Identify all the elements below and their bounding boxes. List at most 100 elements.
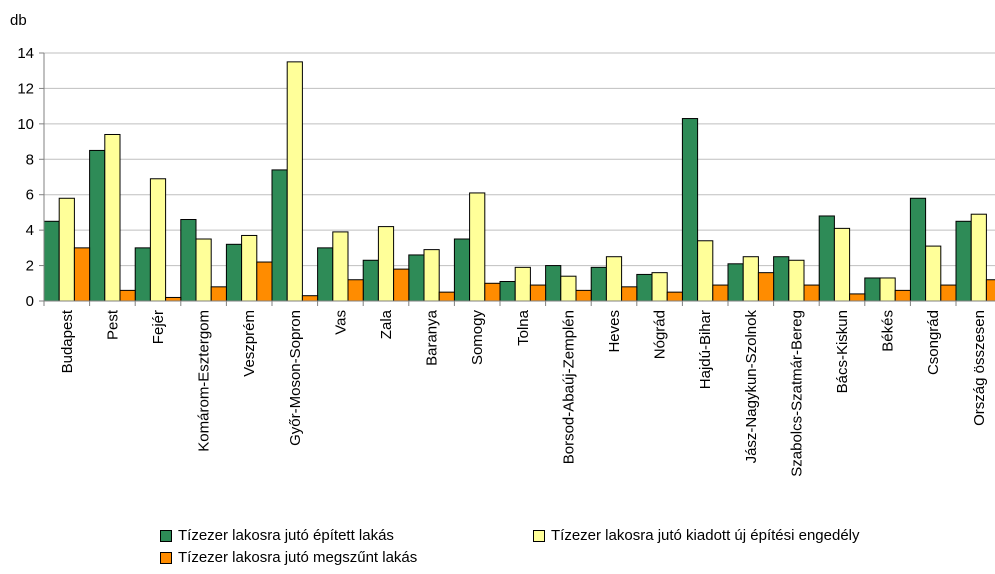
x-category-label: Vas [332, 310, 349, 335]
bar-series-2 [560, 275, 577, 302]
bar-series-3 [575, 289, 592, 302]
bar-series-1 [864, 277, 881, 302]
bar-series-1 [773, 256, 790, 302]
y-tick-label: 8 [26, 151, 34, 168]
x-category-label: Bács-Kiskun [834, 310, 851, 393]
bar-series-2 [241, 234, 258, 302]
bar-series-1 [225, 243, 243, 302]
y-tick-label: 6 [26, 187, 34, 204]
bar-series-1 [499, 281, 516, 302]
bar-series-2 [104, 133, 121, 302]
x-category-label: Pest [104, 309, 121, 340]
x-category-label: Fejér [150, 310, 167, 344]
bar-series-1 [271, 169, 288, 302]
legend-label-built: Tízezer lakosra jutó épített lakás [178, 527, 394, 544]
legend-label-permits: Tízezer lakosra jutó kiadott új építési … [551, 527, 860, 544]
bar-series-1 [453, 238, 471, 302]
y-tick-label: 0 [26, 293, 34, 310]
bar-series-3 [712, 284, 729, 302]
bar-series-3 [393, 268, 410, 302]
x-category-label: Szabolcs-Szatmár-Bereg [788, 310, 805, 477]
x-category-label: Veszprém [241, 310, 258, 377]
bar-series-3 [757, 272, 775, 302]
bar-series-3 [940, 284, 957, 302]
bar-series-1 [408, 254, 425, 302]
legend-swatch-demolished [160, 551, 172, 564]
legend-swatch-built [160, 529, 172, 542]
bar-series-2 [469, 192, 486, 302]
legend-label-demolished: Tízezer lakosra jutó megszűnt lakás [178, 549, 418, 566]
bar-series-2 [788, 259, 805, 302]
x-category-label: Tolna [515, 309, 532, 346]
bar-series-3 [256, 261, 273, 302]
x-category-label: Csongrád [925, 310, 942, 375]
bar-series-1 [955, 220, 972, 302]
x-category-label: Ország összesen [971, 310, 988, 426]
bar-series-2 [58, 197, 75, 302]
bar-series-3 [666, 291, 683, 302]
bar-series-1 [727, 263, 744, 302]
y-axis-ticks: 0 2 4 6 8 10 12 14 [17, 45, 44, 310]
bar-series-1 [180, 219, 197, 302]
y-tick-label: 10 [17, 116, 34, 133]
legend-swatch-permits [533, 529, 545, 542]
bar-series-3 [529, 284, 547, 302]
x-category-label: Budapest [59, 309, 76, 373]
axes [43, 53, 995, 306]
bar-series-3 [803, 284, 820, 302]
bar-series-3 [119, 289, 136, 302]
x-category-label: Jász-Nagykun-Szolnok [743, 310, 760, 464]
gridlines [44, 52, 995, 267]
x-category-label: Zala [378, 309, 395, 339]
x-category-label: Heves [606, 310, 623, 353]
bar-series-1 [134, 247, 151, 302]
bar-series-2 [423, 249, 440, 302]
bar-series-1 [681, 118, 699, 302]
bar-series-2 [332, 231, 349, 302]
bar-series-3 [621, 286, 638, 302]
bar-series-2 [651, 272, 668, 302]
bar-series-2 [742, 256, 759, 302]
bar-series-3 [165, 296, 182, 302]
bar-series-2 [605, 256, 623, 302]
x-axis-labels: Budapest Pest Fejér Komárom-Esztergom Veszpr… [59, 309, 988, 477]
bar-series-3 [849, 293, 866, 302]
y-tick-label: 14 [17, 45, 34, 62]
bar-series-1 [545, 265, 562, 302]
y-tick-label: 12 [17, 80, 34, 97]
bar-series-3 [73, 247, 91, 302]
legend-item-permits: Tízezer lakosra jutó kiadott új építési … [533, 527, 860, 544]
bar-series-2 [286, 61, 303, 302]
bar-series-2 [879, 277, 896, 302]
bar-series-2 [697, 240, 714, 302]
bar-series-1 [89, 149, 106, 302]
bar-series-1 [636, 273, 653, 302]
y-tick-label: 2 [26, 258, 34, 275]
bar-series-1 [909, 197, 927, 302]
bar-series-1 [43, 220, 60, 302]
x-category-label: Győr-Moson-Sopron [287, 310, 304, 446]
legend: Tízezer lakosra jutó épített lakás Tízez… [0, 520, 995, 574]
bar-series-3 [484, 282, 501, 302]
bar-series-3 [438, 291, 455, 302]
bar-series-3 [347, 279, 364, 302]
bar-series-2 [195, 238, 212, 302]
bar-series-1 [317, 247, 334, 302]
bar-series-1 [362, 259, 379, 302]
bar-series-2 [970, 213, 987, 302]
bar-series-1 [590, 266, 607, 302]
legend-item-built: Tízezer lakosra jutó épített lakás [160, 527, 394, 544]
legend-item-demolished: Tízezer lakosra jutó megszűnt lakás [160, 549, 417, 566]
x-category-label: Komárom-Esztergom [196, 310, 213, 452]
x-category-label: Somogy [469, 310, 486, 366]
bar-series-3 [985, 279, 995, 302]
bar-series-2 [377, 226, 395, 302]
bar-series-2 [149, 178, 167, 302]
bar-series-3 [894, 289, 911, 302]
bar-series-1 [818, 215, 835, 302]
bar-series-3 [210, 286, 227, 302]
x-category-label: Nógrád [652, 310, 669, 359]
bar-series-2 [514, 266, 531, 302]
x-category-label: Borsod-Abaúj-Zemplén [560, 310, 577, 464]
